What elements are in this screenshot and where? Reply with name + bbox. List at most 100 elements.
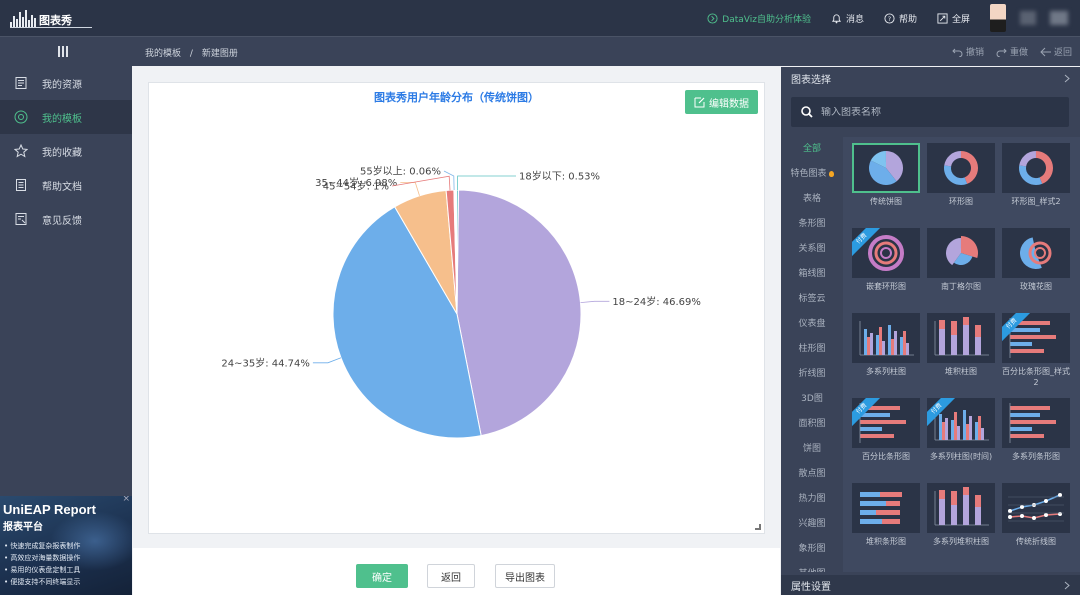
- arrow-circle-icon: [707, 12, 718, 24]
- username-blur: [1020, 11, 1036, 25]
- category-item[interactable]: 箱线图: [798, 269, 826, 279]
- category-item[interactable]: 兴趣图: [798, 519, 826, 529]
- chart-thumbnail-preview[interactable]: [927, 143, 995, 193]
- category-item[interactable]: 全部: [802, 144, 821, 154]
- chart-thumbnail-preview[interactable]: [1002, 483, 1070, 533]
- chart-thumbnail-label: 环形图_样式2: [1011, 197, 1061, 206]
- category-item[interactable]: 折线图: [798, 369, 826, 379]
- category-item[interactable]: 条形图: [798, 219, 826, 229]
- sidebar-item-label: 我的资源: [42, 79, 82, 91]
- back-button[interactable]: 返回: [427, 564, 475, 588]
- sidebar-item-resources[interactable]: 我的资源: [0, 66, 132, 100]
- category-item[interactable]: 仪表盘: [798, 319, 826, 329]
- chart-thumbnail-label: 传统折线图: [1016, 537, 1056, 546]
- chart-thumbnail-preview[interactable]: 付费: [927, 398, 995, 448]
- close-icon[interactable]: ×: [122, 496, 130, 504]
- chart-thumbnail-preview[interactable]: [852, 143, 920, 193]
- chart-thumbnail-preview[interactable]: [852, 313, 920, 363]
- edit-data-button[interactable]: 编辑数据: [685, 90, 758, 114]
- user-menu-blur[interactable]: [1050, 11, 1068, 25]
- chart-thumbnail-preview[interactable]: [1002, 398, 1070, 448]
- category-item[interactable]: 象形图: [798, 544, 826, 554]
- chart-thumbnail-preview[interactable]: 付费: [1002, 313, 1070, 363]
- undo-label: 撤销: [965, 48, 984, 58]
- chart-thumbnail[interactable]: 传统折线图: [1002, 483, 1070, 547]
- pie-slice[interactable]: [456, 189, 582, 437]
- category-item[interactable]: 标签云: [798, 294, 826, 304]
- messages-link[interactable]: 消息: [831, 12, 864, 25]
- sidebar-item-help-docs[interactable]: 帮助文档: [0, 168, 132, 202]
- dataviz-link[interactable]: DataViz自助分析体验: [707, 12, 811, 25]
- pie-chart[interactable]: 18~24岁: 46.69% 24~35岁: 44.74% 35~44岁: 6.98…: [149, 83, 766, 535]
- chart-search-input[interactable]: [821, 106, 1051, 118]
- pie-data-label: 18~24岁: 46.69%: [612, 295, 701, 308]
- chart-thumbnail[interactable]: 南丁格尔图: [927, 228, 995, 292]
- category-item[interactable]: 柱形图: [798, 344, 826, 354]
- pie-slice[interactable]: [456, 189, 459, 315]
- chart-thumbnail[interactable]: 多系列条形图: [1002, 398, 1070, 462]
- chart-card[interactable]: 18~24岁: 46.69% 24~35岁: 44.74% 35~44岁: 6.98…: [148, 82, 765, 534]
- breadcrumb-templates[interactable]: 我的模板: [145, 49, 182, 59]
- chart-thumbnail[interactable]: 玫瑰花图: [1002, 228, 1070, 292]
- logo-bars-icon: [10, 10, 36, 28]
- property-settings-bar[interactable]: 属性设置: [781, 575, 1080, 595]
- chart-thumbnail[interactable]: 堆积条形图: [852, 483, 920, 547]
- undo-button[interactable]: 撤销: [952, 45, 984, 58]
- fullscreen-link[interactable]: 全屏: [937, 12, 970, 25]
- chart-thumbnail[interactable]: 多系列柱图: [852, 313, 920, 377]
- app-logo[interactable]: 图表秀: [10, 6, 92, 28]
- chart-thumbnail[interactable]: 付费 多系列柱图(时间): [927, 398, 995, 462]
- chart-thumbnail[interactable]: 堆积柱图: [927, 313, 995, 377]
- back-nav-label: 返回: [1053, 48, 1072, 58]
- sidebar-item-favorites[interactable]: 我的收藏: [0, 134, 132, 168]
- category-item[interactable]: 散点图: [798, 469, 826, 479]
- redo-icon: [996, 48, 1007, 57]
- resize-handle-icon[interactable]: [755, 524, 761, 530]
- chart-thumbnail-preview[interactable]: [852, 483, 920, 533]
- chart-thumbnail[interactable]: 付费 百分比条形图_样式2: [1002, 313, 1070, 388]
- chevron-right-icon: [1064, 581, 1070, 589]
- chart-thumbnail[interactable]: 传统饼图: [852, 143, 920, 207]
- category-item[interactable]: 热力图: [798, 494, 826, 504]
- promo-banner[interactable]: × UniEAP Report 报表平台 • 快速完成复杂报表制作 • 高效应对…: [0, 496, 132, 595]
- pie-slice[interactable]: [453, 189, 458, 315]
- sidebar-item-templates[interactable]: 我的模板: [0, 100, 132, 134]
- chart-thumbnail[interactable]: 付费 百分比条形图: [852, 398, 920, 462]
- help-link[interactable]: ? 帮助: [884, 12, 917, 25]
- expand-icon: [937, 12, 948, 24]
- chevron-right-icon[interactable]: [1064, 74, 1070, 83]
- chart-thumbnail-label: 多系列堆积柱图: [933, 537, 989, 546]
- redo-button[interactable]: 重做: [996, 45, 1028, 58]
- category-item[interactable]: 面积图: [798, 419, 826, 429]
- chart-thumbnail[interactable]: 环形图: [927, 143, 995, 207]
- chart-thumbnail-preview[interactable]: [1002, 228, 1070, 278]
- pie-chart-icon: [869, 151, 903, 185]
- category-item[interactable]: 表格: [802, 194, 821, 204]
- export-chart-button[interactable]: 导出图表: [495, 564, 555, 588]
- avatar[interactable]: [990, 4, 1006, 32]
- promo-point: • 便捷支持不同终端显示: [4, 578, 81, 586]
- chart-thumbnail-preview[interactable]: [1002, 143, 1070, 193]
- category-item[interactable]: 3D图: [801, 394, 823, 404]
- category-item[interactable]: 特色图表: [781, 162, 843, 187]
- sidebar-item-feedback[interactable]: 意见反馈: [0, 202, 132, 236]
- chart-thumbnail-preview[interactable]: 付费: [852, 228, 920, 278]
- chart-thumbnail[interactable]: 多系列堆积柱图: [927, 483, 995, 547]
- category-item[interactable]: 其他图: [781, 562, 843, 572]
- chart-thumbnail[interactable]: 付费 嵌套环形图: [852, 228, 920, 292]
- category-item[interactable]: 饼图: [802, 444, 821, 454]
- chart-thumbnail[interactable]: 环形图_样式2: [1002, 143, 1070, 207]
- confirm-button[interactable]: 确定: [356, 564, 408, 588]
- star-icon: [14, 144, 28, 158]
- back-nav-button[interactable]: 返回: [1040, 45, 1072, 58]
- chart-thumbnail-preview[interactable]: [927, 483, 995, 533]
- chart-thumbnail-preview[interactable]: 付费: [852, 398, 920, 448]
- category-item[interactable]: 关系图: [798, 244, 826, 254]
- question-icon: ?: [884, 12, 895, 24]
- help-label: 帮助: [898, 14, 917, 25]
- chart-thumbnail-preview[interactable]: [927, 313, 995, 363]
- chart-thumbnail-preview[interactable]: [927, 228, 995, 278]
- chart-search-box[interactable]: [791, 97, 1069, 127]
- menu-toggle-icon[interactable]: [58, 46, 68, 57]
- chart-picker-header[interactable]: 图表选择: [781, 67, 1080, 89]
